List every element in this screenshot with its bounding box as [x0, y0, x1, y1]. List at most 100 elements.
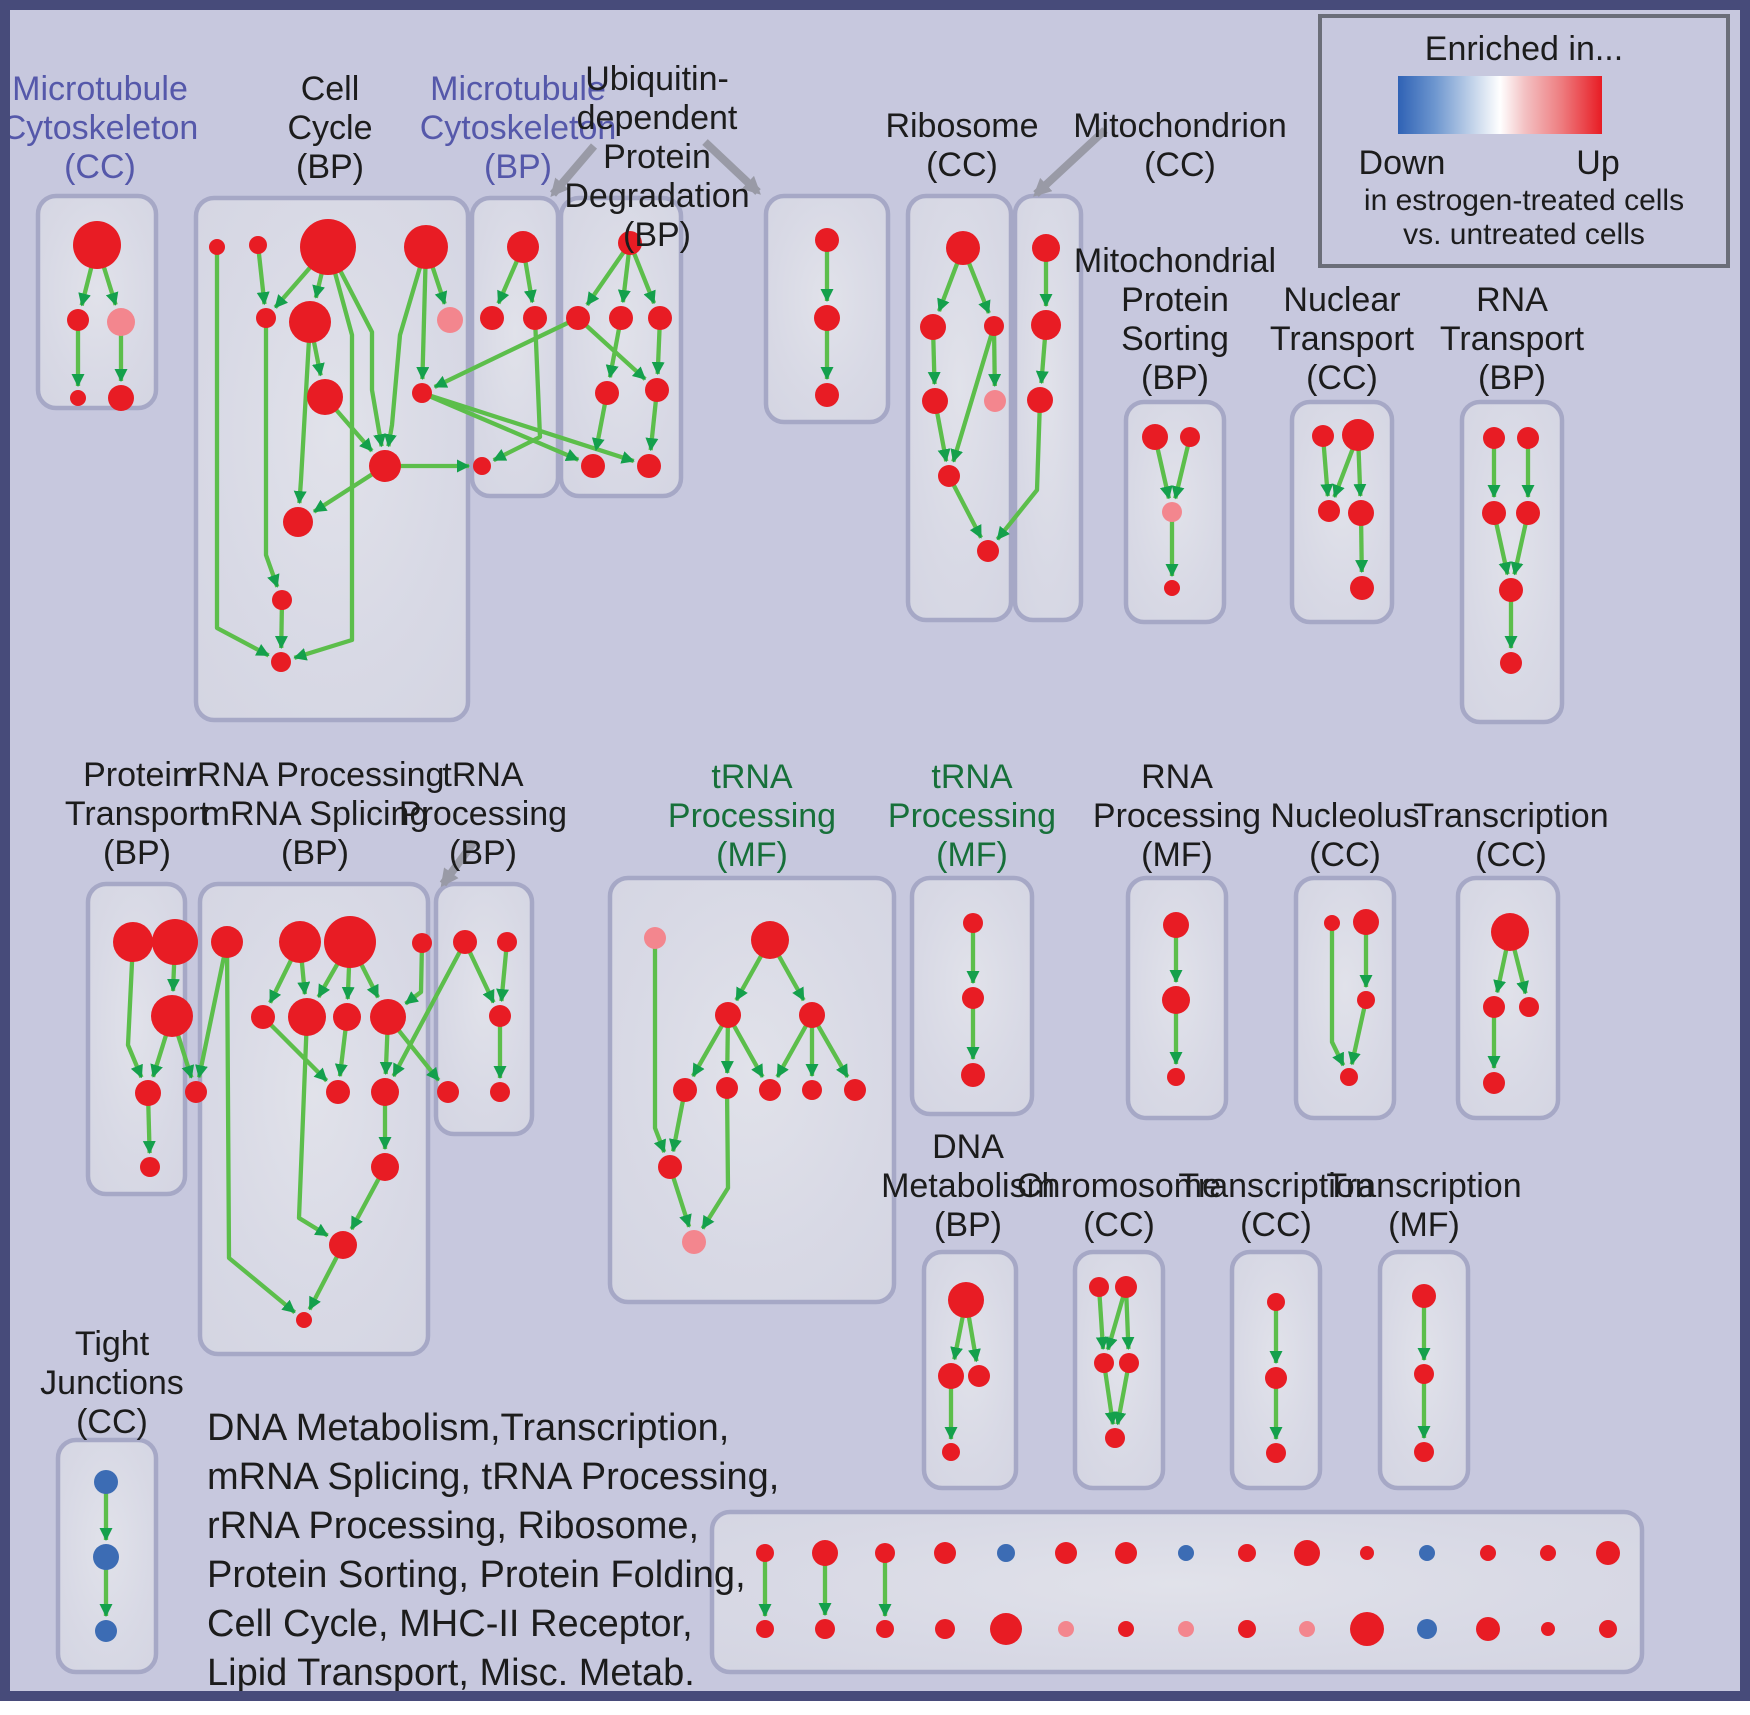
edge-f1-f10 [652, 938, 667, 1153]
go-term-node-l4 [1483, 1072, 1505, 1094]
label-chromosome-cc: Chromosome (CC) [1017, 1167, 1221, 1244]
go-term-node-g13 [296, 1312, 312, 1328]
go-term-node-n4 [1348, 500, 1374, 526]
go-term-node-c8 [307, 379, 343, 415]
mixed-terms-text: DNA Metabolism,Transcription, mRNA Splici… [207, 1407, 779, 1694]
go-term-node-g3 [324, 916, 376, 968]
go-term-node-bt13 [1480, 1545, 1496, 1561]
go-term-node-k2 [1353, 909, 1379, 935]
go-term-node-f11 [682, 1230, 706, 1254]
go-term-node-t3 [1482, 501, 1506, 525]
go-term-node-k4 [1340, 1068, 1358, 1086]
go-term-node-bb2 [815, 1619, 835, 1639]
go-term-node-bt1 [756, 1544, 774, 1562]
edge-k1-k4 [1329, 923, 1346, 1067]
go-term-node-bt10 [1294, 1540, 1320, 1566]
go-term-node-l1 [1491, 913, 1529, 951]
label-trna-processing-bp: tRNA Processing (BP) [399, 756, 567, 872]
label-transcription-cc-1: Transcription (CC) [1413, 797, 1608, 874]
go-term-node-n3 [1318, 500, 1340, 522]
go-term-node-bt9 [1238, 1544, 1256, 1562]
annotation-arrows [439, 127, 1108, 888]
go-term-node-d3 [968, 1365, 990, 1387]
go-term-node-h1 [453, 930, 477, 954]
go-term-node-f1 [644, 927, 666, 949]
go-term-node-m3 [523, 306, 547, 330]
go-term-node-r3 [984, 316, 1004, 336]
go-term-node-q2 [814, 305, 840, 331]
cluster-box-chromosome-cc [1072, 1249, 1166, 1491]
go-term-node-bb8 [1178, 1621, 1194, 1637]
go-term-node-bt2 [812, 1540, 838, 1566]
go-term-node-g12 [329, 1231, 357, 1259]
go-term-node-h3 [489, 1005, 511, 1027]
go-term-node-u8 [637, 454, 661, 478]
ubiquitin-pointer-right-arrow-icon [702, 139, 761, 195]
edge-r6-r7 [947, 475, 983, 539]
go-term-node-bt5 [997, 1544, 1015, 1562]
ubiquitin-pointer-left-arrow-icon [549, 143, 598, 198]
legend-up-label: Up [1576, 144, 1619, 182]
go-term-node-z3 [95, 1620, 117, 1642]
go-term-node-w2 [1414, 1364, 1434, 1384]
go-term-node-f6 [716, 1077, 738, 1099]
go-term-node-i3 [961, 1063, 985, 1087]
go-term-node-l2 [1483, 996, 1505, 1018]
go-term-node-i2 [962, 987, 984, 1009]
edge-p1-p4 [125, 941, 144, 1079]
go-term-node-a5 [108, 385, 134, 411]
go-term-node-v2 [1265, 1367, 1287, 1389]
label-dna-metabolism-bp: DNA Metabolism (BP) [881, 1128, 1055, 1244]
edge-c2-c5 [255, 244, 270, 306]
go-term-node-bb5 [990, 1613, 1022, 1645]
go-term-node-i1 [963, 913, 983, 933]
go-term-node-g2 [279, 921, 321, 963]
edge-g6-g12 [296, 1016, 329, 1238]
go-term-node-g4 [412, 933, 432, 953]
go-term-node-l3 [1519, 997, 1539, 1017]
label-mitochondrial-protein-sorting-bp: Mitochondrial Protein Sorting (BP) [1074, 242, 1276, 397]
go-term-node-d4 [942, 1443, 960, 1461]
go-term-node-k3 [1357, 991, 1375, 1009]
go-term-node-e2 [1180, 427, 1200, 447]
go-term-node-p3 [151, 995, 193, 1037]
legend-box [1318, 14, 1730, 268]
edge-g5-g9 [261, 1015, 329, 1083]
legend-title: Enriched in... [1425, 30, 1623, 68]
go-term-node-f9 [844, 1079, 866, 1101]
cluster-box-mixed-terms [709, 1509, 1645, 1675]
go-term-node-p1 [113, 922, 153, 962]
go-term-node-c2 [249, 236, 267, 254]
cluster-box-transcription-cc-1 [1455, 875, 1561, 1121]
legend-gradient-bar [1398, 76, 1602, 134]
go-term-node-p6 [140, 1157, 160, 1177]
edge-u2-u6 [576, 316, 647, 381]
go-term-node-g1 [211, 926, 243, 958]
go-term-node-f7 [759, 1079, 781, 1101]
cluster-box-nucleolus-cc [1293, 875, 1397, 1121]
label-transcription-mf: Transcription (MF) [1326, 1167, 1521, 1244]
go-term-node-c11 [283, 507, 313, 537]
go-term-node-h4 [437, 1081, 459, 1103]
go-term-node-bb10 [1299, 1621, 1315, 1637]
go-term-node-n5 [1350, 576, 1374, 600]
go-term-node-u6 [645, 378, 669, 402]
label-rna-transport-bp: RNA Transport (BP) [1440, 281, 1585, 397]
go-term-node-w3 [1414, 1442, 1434, 1462]
go-term-node-n1 [1312, 425, 1334, 447]
go-term-node-bt7 [1115, 1542, 1137, 1564]
go-term-node-bt15 [1596, 1541, 1620, 1565]
go-term-node-bb9 [1238, 1620, 1256, 1638]
go-term-node-bt14 [1540, 1545, 1556, 1561]
go-term-node-x4 [1119, 1353, 1139, 1373]
go-term-node-r7 [977, 540, 999, 562]
go-term-node-bt11 [1360, 1546, 1374, 1560]
edge-g1-g13 [224, 941, 297, 1315]
go-term-node-g7 [333, 1003, 361, 1031]
label-nucleolus-cc: Nucleolus (CC) [1270, 797, 1419, 874]
edge-c4-c10 [383, 246, 429, 448]
legend-subtitle-2: vs. untreated cells [1403, 218, 1645, 251]
go-term-node-o3 [1027, 387, 1053, 413]
go-term-node-r1 [946, 231, 980, 265]
